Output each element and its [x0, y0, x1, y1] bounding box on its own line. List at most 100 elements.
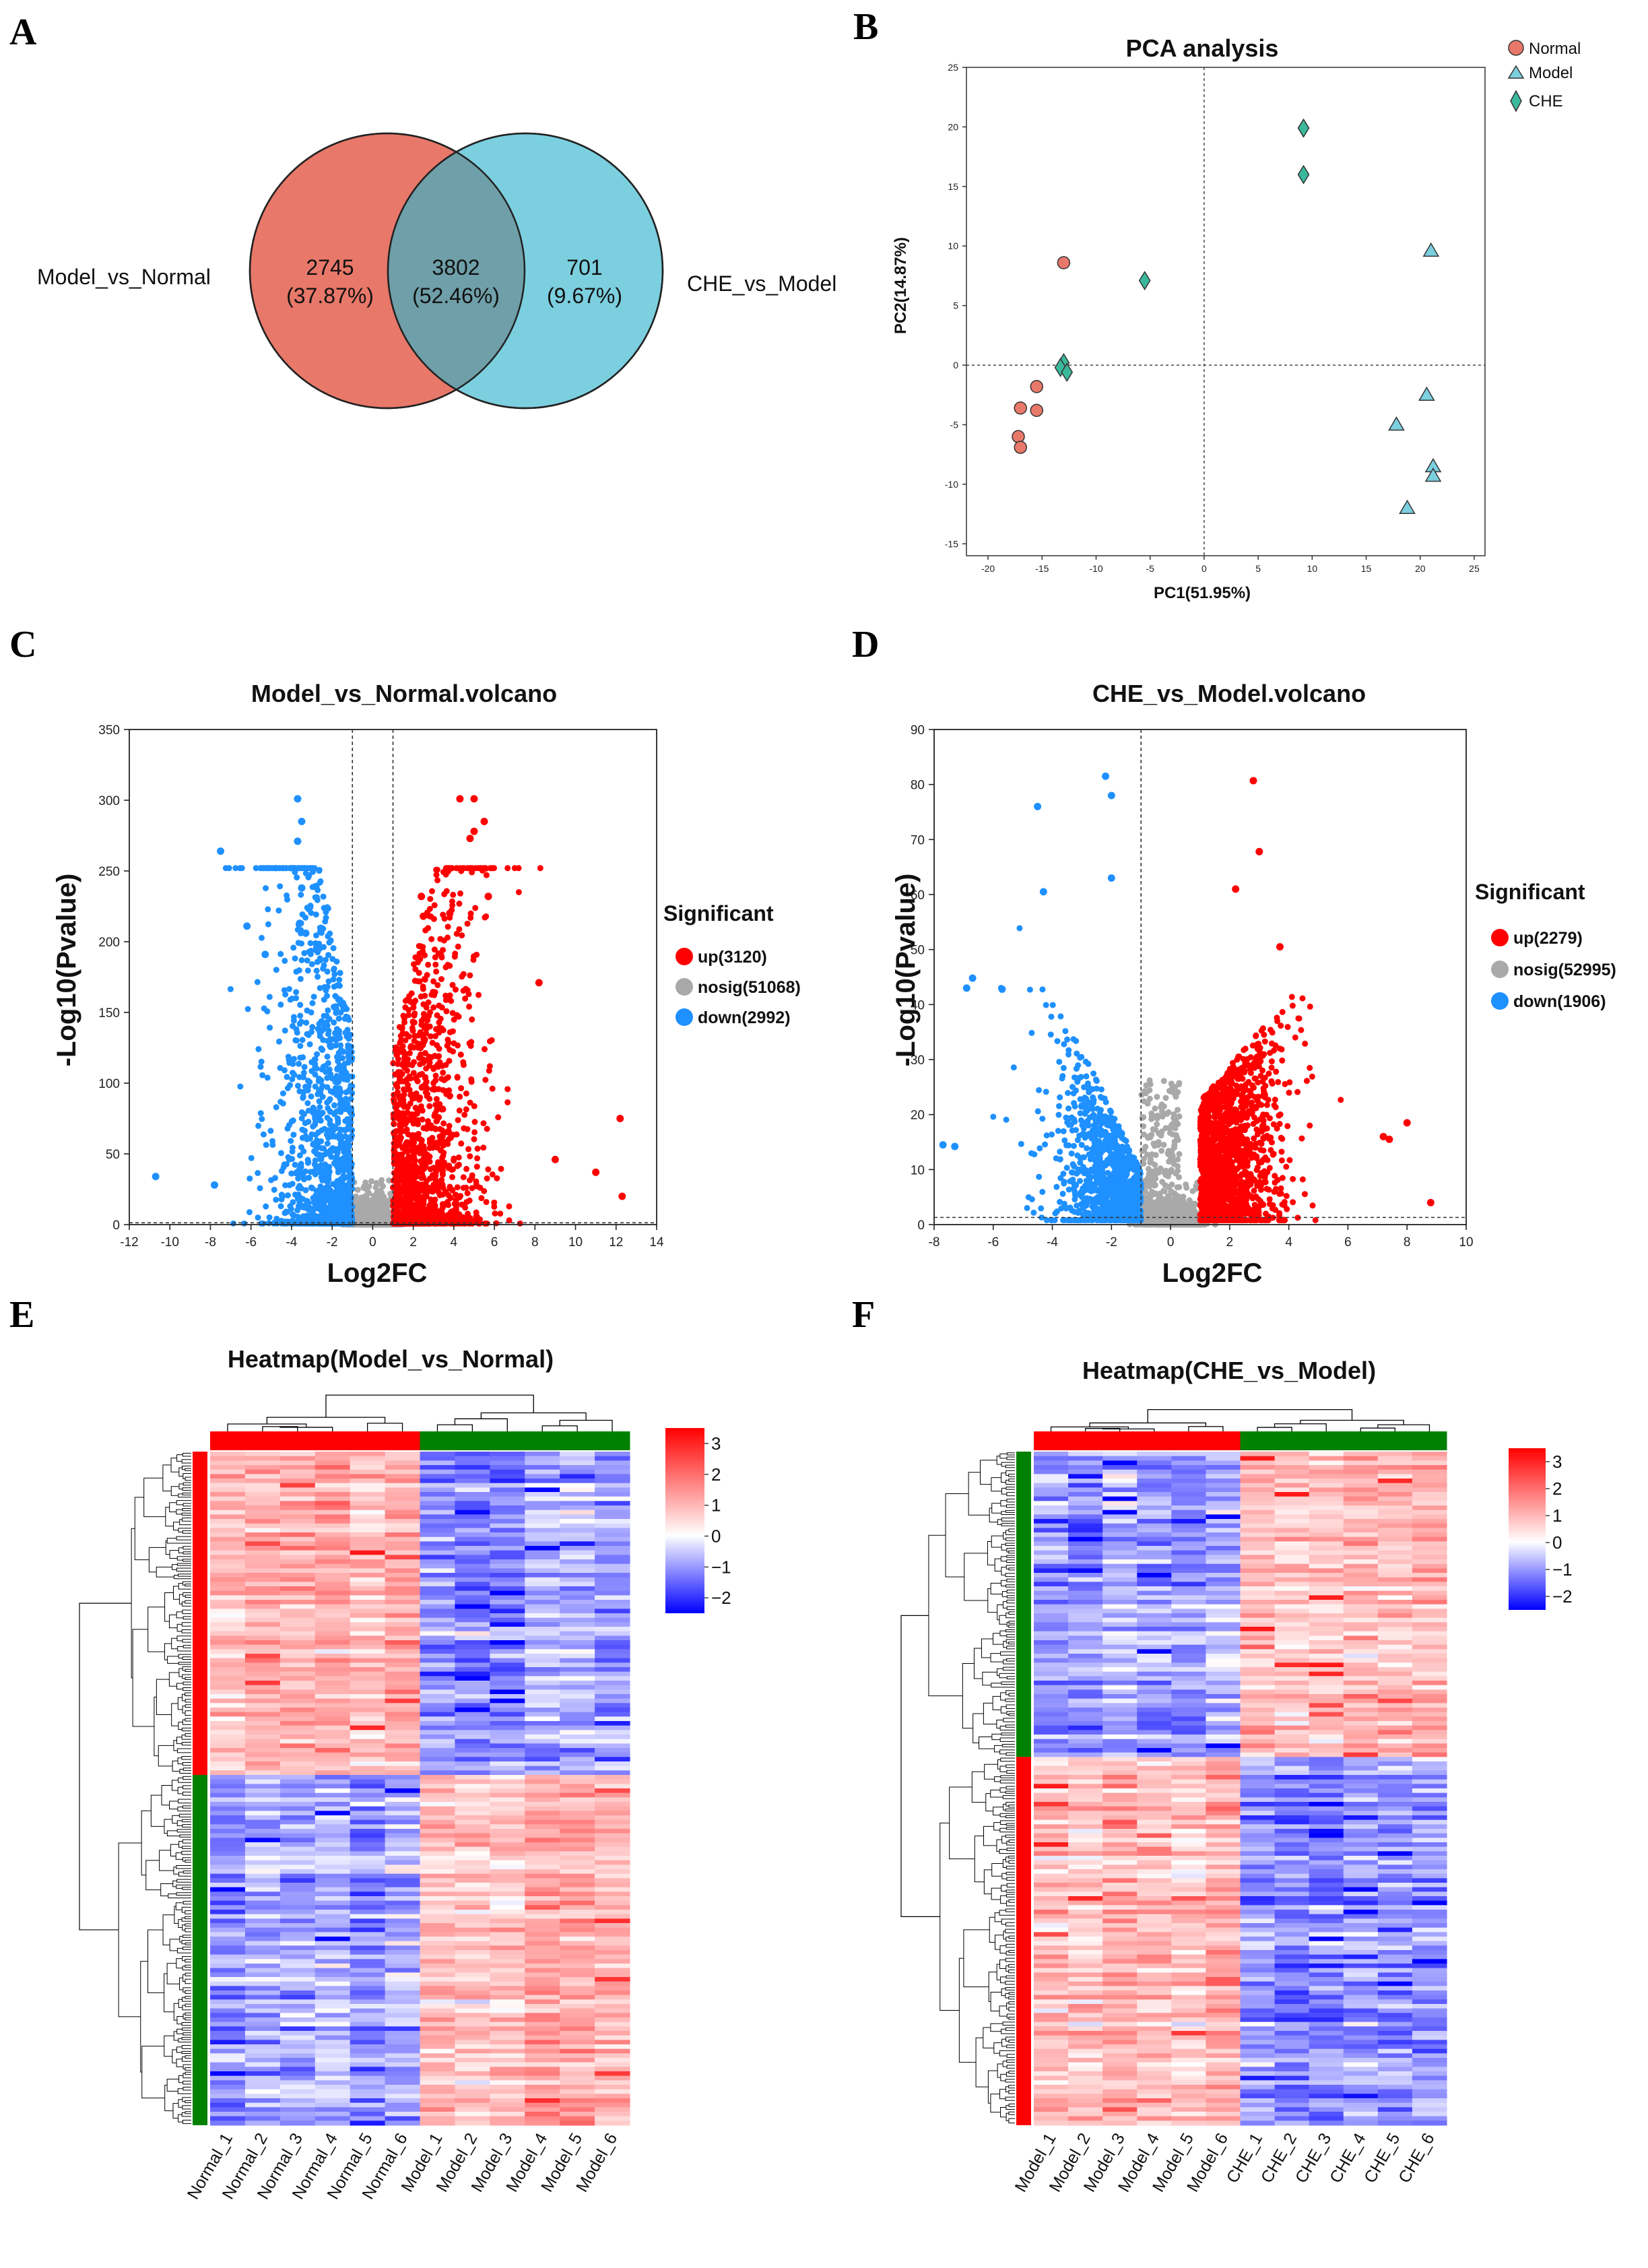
volcano-point-up	[432, 1053, 438, 1060]
volcano-point-down	[246, 1175, 253, 1182]
volcano-point-down	[1042, 1141, 1049, 1148]
volcano-point-up	[422, 1057, 428, 1064]
volcano-x-tick-label: 12	[609, 1235, 623, 1250]
volcano-point-up	[517, 1220, 523, 1227]
volcano-point-down	[331, 1004, 337, 1011]
volcano-point-nosig	[1159, 1113, 1166, 1120]
volcano-point-down	[1055, 1111, 1062, 1118]
volcano-point-up	[480, 1144, 487, 1151]
volcano-point-up	[457, 1093, 463, 1100]
volcano-point-down	[295, 1185, 302, 1192]
volcano-point-nosig	[1172, 1084, 1179, 1091]
volcano-point-down	[291, 1072, 298, 1078]
volcano-c-points	[152, 795, 626, 1228]
volcano-point-up	[414, 978, 421, 985]
volcano-c-legend-up: up(3120)	[698, 948, 767, 967]
volcano-point-down	[339, 1064, 345, 1071]
volcano-point-down	[341, 1015, 348, 1022]
volcano-point-down	[327, 1208, 334, 1215]
legend-label-normal: Normal	[1529, 40, 1581, 58]
volcano-point-up	[473, 1163, 480, 1170]
volcano-point-down	[331, 1102, 337, 1109]
volcano-point-down	[298, 818, 306, 825]
volcano-point-nosig	[1177, 1219, 1184, 1225]
volcano-point-nosig	[1158, 1148, 1165, 1155]
volcano-point-down	[1026, 986, 1033, 993]
volcano-point-nosig	[359, 1213, 366, 1220]
volcano-x-tick-label: -6	[245, 1235, 257, 1250]
volcano-point-down	[293, 989, 300, 996]
volcano-point-up	[394, 1161, 401, 1168]
legend-label-model: Model	[1529, 64, 1573, 82]
pca-x-tick-label: -5	[1146, 563, 1154, 574]
volcano-point-down	[307, 950, 314, 957]
legend-marker-model	[1507, 65, 1525, 79]
volcano-point-down	[307, 1169, 314, 1175]
volcano-point-down	[337, 969, 343, 976]
volcano-point-up	[405, 1131, 411, 1138]
volcano-point-up	[403, 1146, 409, 1153]
volcano-point-down	[302, 929, 310, 937]
volcano-point-up	[460, 1184, 467, 1191]
volcano-point-up	[474, 1155, 481, 1162]
volcano-point-up	[440, 937, 447, 944]
volcano-point-down	[289, 1180, 296, 1187]
volcano-point-up	[456, 1107, 463, 1114]
volcano-point-nosig	[1176, 1184, 1183, 1190]
volcano-point-up	[484, 1175, 490, 1181]
volcano-point-up	[484, 893, 492, 901]
volcano-point-nosig	[1150, 1168, 1157, 1175]
volcano-point-down	[326, 939, 333, 946]
volcano-point-down	[265, 921, 271, 928]
volcano-point-up	[473, 951, 480, 958]
volcano-point-down	[273, 967, 279, 973]
volcano-point-up	[451, 1156, 457, 1163]
volcano-point-up	[463, 1106, 469, 1113]
volcano-point-up	[410, 1177, 417, 1184]
volcano-point-up	[506, 1203, 513, 1210]
volcano-point-up	[400, 1086, 407, 1093]
volcano-point-up	[537, 865, 543, 872]
volcano-c-x-axis-title: Log2FC	[327, 1258, 428, 1288]
volcano-point-up	[481, 1046, 488, 1053]
volcano-point-down	[339, 1206, 345, 1212]
volcano-point-down	[269, 1138, 276, 1144]
volcano-point-up	[445, 1127, 452, 1134]
volcano-point-up	[405, 1006, 412, 1013]
volcano-point-down	[277, 883, 284, 890]
volcano-point-down	[308, 1093, 315, 1100]
volcano-point-down	[323, 986, 329, 993]
volcano-point-down	[295, 1191, 302, 1198]
volcano-point-up	[422, 976, 428, 983]
volcano-point-up	[409, 1027, 416, 1034]
volcano-point-down	[294, 1082, 301, 1089]
volcano-point-down	[296, 1020, 303, 1027]
volcano-point-up	[435, 1140, 442, 1147]
volcano-y-tick-label: 0	[112, 1219, 120, 1233]
volcano-point-down	[282, 1027, 288, 1034]
volcano-point-up	[420, 1220, 426, 1227]
volcano-point-up	[407, 1193, 414, 1200]
volcano-point-up	[391, 1098, 397, 1105]
volcano-point-down	[335, 1031, 342, 1038]
volcano-point-down	[259, 1115, 265, 1122]
volcano-point-down	[302, 914, 309, 921]
volcano-point-up	[455, 1042, 461, 1049]
volcano-point-down	[301, 1111, 308, 1117]
volcano-point-up	[480, 818, 488, 825]
volcano-point-up	[411, 1019, 418, 1026]
volcano-point-down	[324, 1179, 331, 1186]
volcano-point-up	[429, 888, 436, 895]
volcano-point-down	[266, 994, 273, 1000]
volcano-point-down	[335, 1146, 342, 1153]
volcano-point-down	[341, 1160, 348, 1167]
volcano-x-tick-label: 8	[531, 1235, 539, 1250]
volcano-point-up	[464, 987, 471, 994]
volcano-point-down	[275, 1038, 282, 1045]
pca-point-normal	[1030, 403, 1044, 418]
volcano-point-nosig	[1147, 1178, 1154, 1185]
volcano-point-down	[258, 1058, 265, 1065]
volcano-point-nosig	[378, 1181, 385, 1188]
volcano-point-up	[418, 893, 426, 901]
